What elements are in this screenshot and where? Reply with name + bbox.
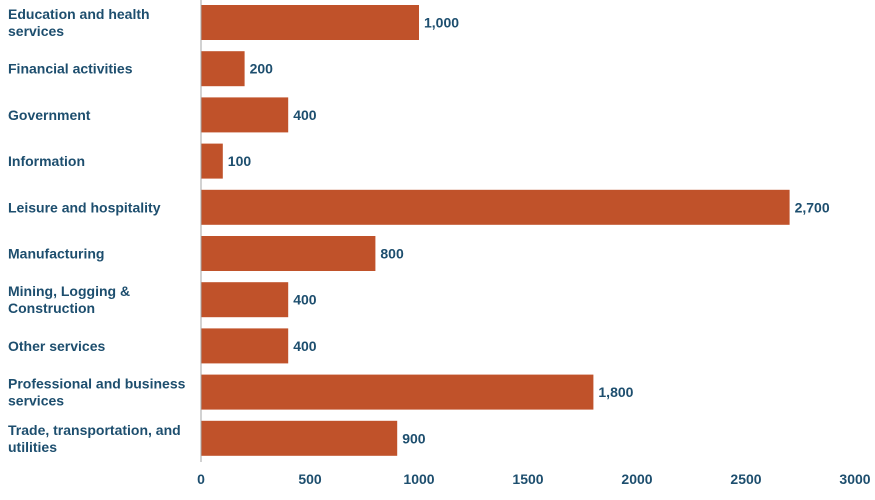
x-tick-label: 500	[298, 471, 322, 487]
value-label: 900	[402, 430, 426, 446]
category-label-line: Leisure and hospitality	[8, 199, 161, 215]
bar	[201, 143, 223, 179]
value-label: 400	[293, 107, 317, 123]
category-label-line: Other services	[8, 338, 105, 354]
category-label-line: Government	[8, 107, 91, 123]
category-label: Professional and business services	[8, 376, 186, 409]
x-tick-label: 0	[197, 471, 205, 487]
x-tick-label: 2000	[621, 471, 652, 487]
value-labels-group: 1,000 200 400 100 2,700 800 400 400 1,800 900	[228, 15, 830, 447]
category-label-line: Construction	[8, 300, 95, 316]
value-label: 2,700	[795, 199, 830, 215]
category-label-line: Manufacturing	[8, 246, 104, 262]
bars-group	[201, 5, 790, 456]
bar	[201, 51, 245, 87]
category-label: Leisure and hospitality	[8, 199, 161, 215]
bar	[201, 420, 398, 456]
value-label: 200	[250, 61, 274, 77]
bar	[201, 189, 790, 225]
value-label: 1,800	[598, 384, 633, 400]
category-label-line: Education and health	[8, 6, 150, 22]
category-label-line: Financial activities	[8, 61, 133, 77]
category-label: Information	[8, 153, 85, 169]
category-label: Manufacturing	[8, 246, 104, 262]
bar	[201, 374, 594, 410]
x-tick-label: 2500	[730, 471, 761, 487]
bar	[201, 282, 289, 318]
value-label: 400	[293, 338, 317, 354]
bar	[201, 236, 376, 271]
category-label-line: Trade, transportation, and	[8, 422, 181, 438]
category-label-line: utilities	[8, 439, 57, 455]
category-label: Trade, transportation, and utilities	[8, 422, 181, 455]
x-tick-label: 1500	[512, 471, 543, 487]
category-label: Financial activities	[8, 61, 133, 77]
category-label-line: services	[8, 393, 64, 409]
category-label: Education and health services	[8, 6, 150, 39]
category-label-line: Mining, Logging &	[8, 283, 130, 299]
x-tick-label: 3000	[839, 471, 870, 487]
x-tick-label: 1000	[403, 471, 434, 487]
x-axis-ticks-group: 0 500 1000 1500 2000 2500 3000	[197, 471, 871, 487]
category-label-line: Information	[8, 153, 85, 169]
value-label: 400	[293, 292, 317, 308]
value-label: 800	[380, 246, 404, 262]
bar	[201, 5, 419, 40]
value-label: 100	[228, 153, 252, 169]
category-label-line: Professional and business	[8, 376, 186, 392]
category-label: Other services	[8, 338, 105, 354]
category-label: Government	[8, 107, 91, 123]
bar	[201, 97, 289, 133]
value-label: 1,000	[424, 15, 459, 31]
category-label-line: services	[8, 23, 64, 39]
bar	[201, 328, 289, 364]
category-label: Mining, Logging & Construction	[8, 283, 130, 316]
